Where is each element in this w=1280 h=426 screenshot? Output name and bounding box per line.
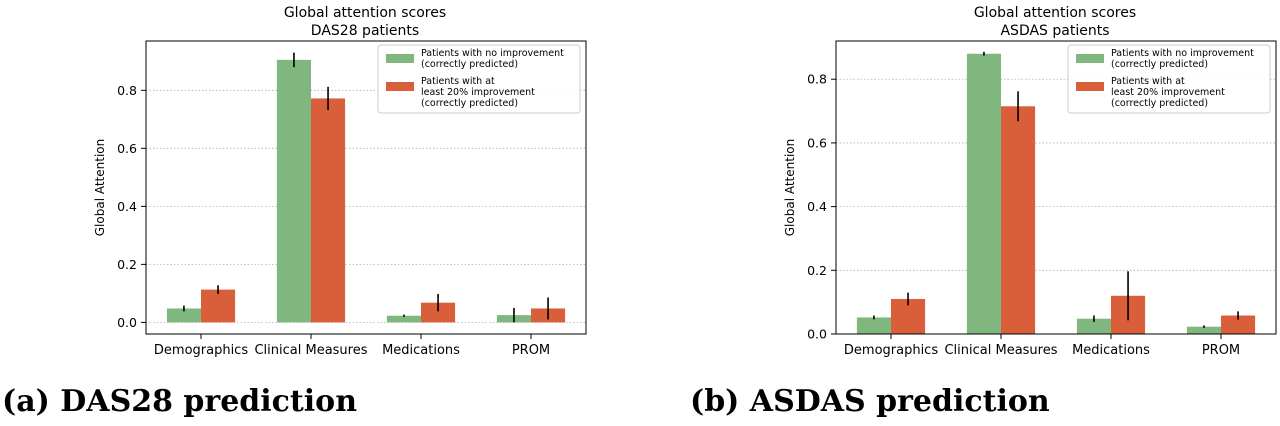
chart-subtitle: DAS28 patients (311, 23, 419, 39)
bar-improvement (1001, 106, 1036, 334)
x-tick-label: Clinical Measures (944, 343, 1057, 358)
plot-frame (145, 40, 587, 335)
x-tick-label: PROM (512, 343, 550, 358)
legend-label: Patients with at least 20% improvement (co… (421, 76, 535, 109)
y-axis-label: Global Attention (783, 139, 797, 236)
legend-swatch-improvement (1076, 82, 1104, 91)
x-tick-label: Medications (1072, 343, 1150, 358)
x-tick-label: PROM (1202, 343, 1240, 358)
legend-swatch-no-improvement (1076, 54, 1104, 63)
legend-box (377, 44, 581, 114)
y-tick-label: 0.4 (807, 199, 827, 214)
bar-no-improvement (856, 317, 891, 334)
y-tick-label: 0.8 (807, 72, 827, 87)
bar-improvement (201, 289, 236, 323)
legend: Patients with no improvement (correctly p… (377, 44, 581, 114)
y-tick-label: 0.0 (807, 327, 827, 342)
chart-title: Global attention scores (284, 5, 446, 21)
bar-no-improvement (966, 53, 1001, 334)
bar-improvement (421, 302, 456, 323)
x-tick-label: Demographics (154, 343, 248, 358)
legend-swatch-no-improvement (386, 54, 414, 63)
legend-swatch-improvement (386, 82, 414, 91)
chart-title: Global attention scores (974, 5, 1136, 21)
bar-improvement (1221, 315, 1256, 334)
y-tick-label: 0.8 (117, 83, 137, 98)
bar-improvement (311, 98, 346, 323)
y-tick-label: 0.6 (117, 141, 137, 156)
y-tick-label: 0.0 (117, 315, 137, 330)
caption-a: (a) DAS28 prediction (2, 384, 358, 419)
bar-no-improvement (166, 308, 201, 323)
y-tick-label: 0.2 (807, 263, 827, 278)
x-tick-label: Clinical Measures (254, 343, 367, 358)
bar-no-improvement (386, 315, 421, 323)
y-tick-label: 0.6 (807, 135, 827, 150)
bar-no-improvement (276, 59, 311, 323)
x-tick-label: Demographics (844, 343, 938, 358)
y-tick-label: 0.2 (117, 257, 137, 272)
legend-box (1067, 44, 1271, 114)
chart-subtitle: ASDAS patients (1000, 23, 1109, 39)
caption-b: (b) ASDAS prediction (690, 384, 1050, 419)
legend: Patients with no improvement (correctly p… (1067, 44, 1271, 114)
x-tick-label: Medications (382, 343, 460, 358)
legend-label: Patients with no improvement (correctly p… (421, 48, 564, 70)
bar-no-improvement (1186, 326, 1221, 334)
chart-panel-2: Global attention scores ASDAS patients 0.0… (783, 5, 1277, 358)
plot-frame (835, 40, 1277, 335)
y-axis-label: Global Attention (93, 139, 107, 236)
figure: Global attention scores DAS28 patients 0.0… (93, 5, 1277, 358)
legend-label: Patients with no improvement (correctly p… (1111, 48, 1254, 70)
y-tick-label: 0.4 (117, 199, 137, 214)
bar-no-improvement (1076, 318, 1111, 334)
legend-label: Patients with at least 20% improvement (co… (1111, 76, 1225, 109)
chart-panel-1: Global attention scores DAS28 patients 0.0… (93, 5, 587, 358)
